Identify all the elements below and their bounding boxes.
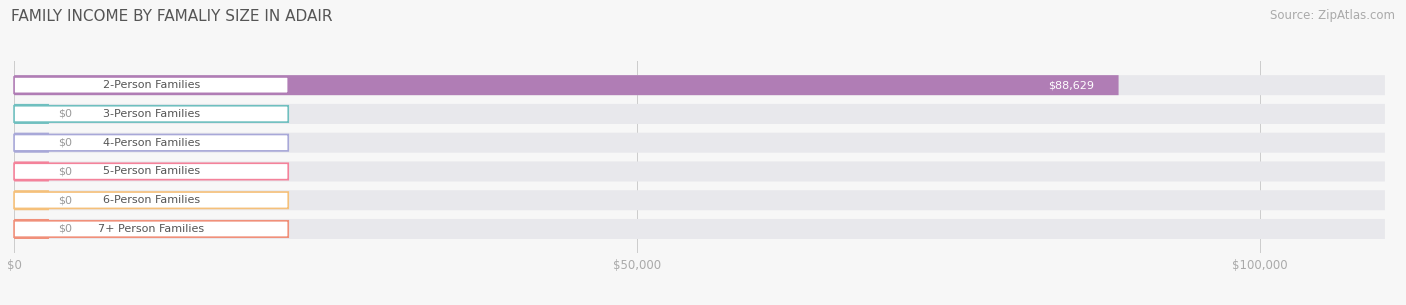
Text: $0: $0 <box>58 224 72 234</box>
FancyBboxPatch shape <box>14 161 49 181</box>
FancyBboxPatch shape <box>14 104 1385 124</box>
Text: $88,629: $88,629 <box>1047 80 1094 90</box>
Text: $0: $0 <box>58 138 72 148</box>
FancyBboxPatch shape <box>14 190 1385 210</box>
FancyBboxPatch shape <box>14 75 1119 95</box>
Text: FAMILY INCOME BY FAMALIY SIZE IN ADAIR: FAMILY INCOME BY FAMALIY SIZE IN ADAIR <box>11 9 333 24</box>
Text: 4-Person Families: 4-Person Families <box>103 138 200 148</box>
FancyBboxPatch shape <box>14 161 1385 181</box>
FancyBboxPatch shape <box>14 163 288 180</box>
FancyBboxPatch shape <box>14 104 49 124</box>
FancyBboxPatch shape <box>14 221 288 237</box>
FancyBboxPatch shape <box>14 192 288 208</box>
FancyBboxPatch shape <box>14 133 49 153</box>
FancyBboxPatch shape <box>14 133 1385 153</box>
Text: 5-Person Families: 5-Person Families <box>103 167 200 177</box>
Text: 3-Person Families: 3-Person Families <box>103 109 200 119</box>
Text: 2-Person Families: 2-Person Families <box>103 80 200 90</box>
Text: $0: $0 <box>58 195 72 205</box>
FancyBboxPatch shape <box>14 190 49 210</box>
Text: $0: $0 <box>58 109 72 119</box>
FancyBboxPatch shape <box>14 219 49 239</box>
FancyBboxPatch shape <box>14 219 1385 239</box>
Text: 6-Person Families: 6-Person Families <box>103 195 200 205</box>
Text: Source: ZipAtlas.com: Source: ZipAtlas.com <box>1270 9 1395 22</box>
FancyBboxPatch shape <box>14 135 288 151</box>
FancyBboxPatch shape <box>14 106 288 122</box>
FancyBboxPatch shape <box>14 77 288 93</box>
Text: $0: $0 <box>58 167 72 177</box>
FancyBboxPatch shape <box>14 75 1385 95</box>
Text: 7+ Person Families: 7+ Person Families <box>98 224 204 234</box>
